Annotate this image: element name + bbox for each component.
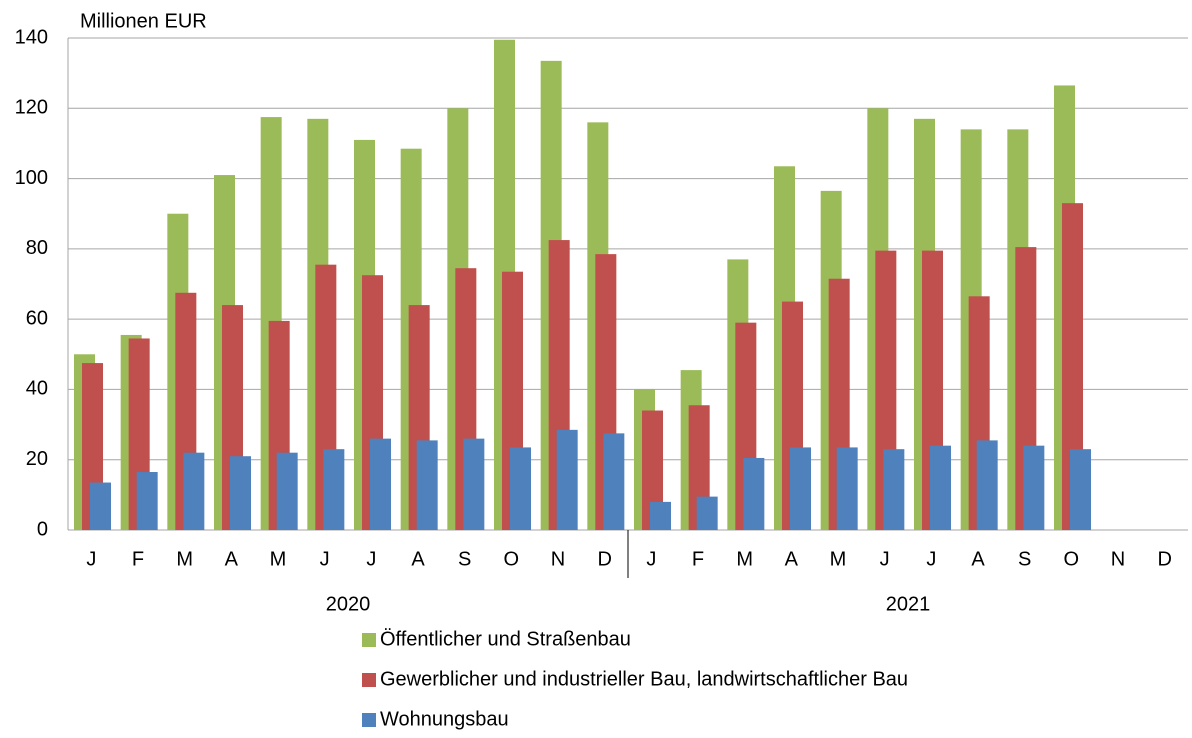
bar	[136, 472, 158, 530]
y-axis-label: Millionen EUR	[80, 10, 207, 32]
x-tick-label: J	[646, 548, 656, 570]
bar	[1023, 445, 1045, 530]
legend-label: Gewerblicher und industrieller Bau, land…	[380, 668, 908, 690]
x-tick-label: F	[692, 548, 704, 570]
x-tick-label: M	[736, 548, 753, 570]
x-tick-label: D	[597, 548, 611, 570]
x-tick-label: O	[1064, 548, 1080, 570]
bar	[650, 501, 671, 530]
x-tick-label: A	[785, 548, 799, 570]
bar	[90, 482, 111, 530]
x-tick-label: F	[132, 548, 144, 570]
x-tick-label: O	[504, 548, 520, 570]
y-tick-label: 140	[15, 26, 48, 48]
y-tick-label: 80	[26, 237, 48, 259]
bar	[370, 438, 391, 530]
bar	[510, 447, 531, 530]
x-tick-label: N	[1111, 548, 1125, 570]
x-tick-label: M	[830, 548, 847, 570]
x-tick-label: S	[458, 548, 471, 570]
y-tick-label: 40	[26, 378, 48, 400]
bar	[183, 452, 205, 530]
bar	[603, 433, 625, 530]
x-tick-label: S	[1018, 548, 1031, 570]
y-tick-label: 120	[15, 97, 48, 119]
x-tick-label: A	[225, 548, 239, 570]
y-tick-label: 0	[37, 518, 48, 540]
x-tick-label: M	[176, 548, 193, 570]
bar	[696, 496, 718, 530]
group-label: 2021	[886, 593, 931, 615]
bar	[323, 449, 345, 530]
bar	[463, 438, 485, 530]
legend-swatch	[362, 713, 376, 727]
x-tick-label: J	[320, 548, 330, 570]
legend-swatch	[362, 633, 376, 647]
bar	[276, 452, 298, 530]
y-tick-label: 20	[26, 448, 48, 470]
x-tick-label: D	[1157, 548, 1171, 570]
bar	[1062, 203, 1083, 530]
y-tick-label: 60	[26, 307, 48, 329]
bar	[230, 456, 251, 530]
bar	[416, 440, 438, 530]
bar	[642, 410, 663, 530]
legend-label: Öffentlicher und Straßenbau	[380, 628, 631, 650]
x-tick-label: M	[270, 548, 287, 570]
bar	[743, 457, 765, 530]
x-tick-label: J	[926, 548, 936, 570]
bar	[930, 445, 951, 530]
x-tick-label: J	[880, 548, 890, 570]
y-tick-label: 100	[15, 167, 48, 189]
legend-swatch	[362, 673, 376, 687]
legend-label: Wohnungsbau	[380, 708, 509, 730]
x-tick-label: A	[411, 548, 425, 570]
bar	[556, 429, 578, 530]
bar	[836, 447, 858, 530]
group-label: 2020	[326, 593, 371, 615]
x-tick-label: A	[971, 548, 985, 570]
bar	[1070, 449, 1091, 530]
x-tick-label: J	[86, 548, 96, 570]
bar	[883, 449, 905, 530]
bar	[790, 447, 811, 530]
bar	[976, 440, 998, 530]
x-tick-label: J	[366, 548, 376, 570]
x-tick-label: N	[551, 548, 565, 570]
